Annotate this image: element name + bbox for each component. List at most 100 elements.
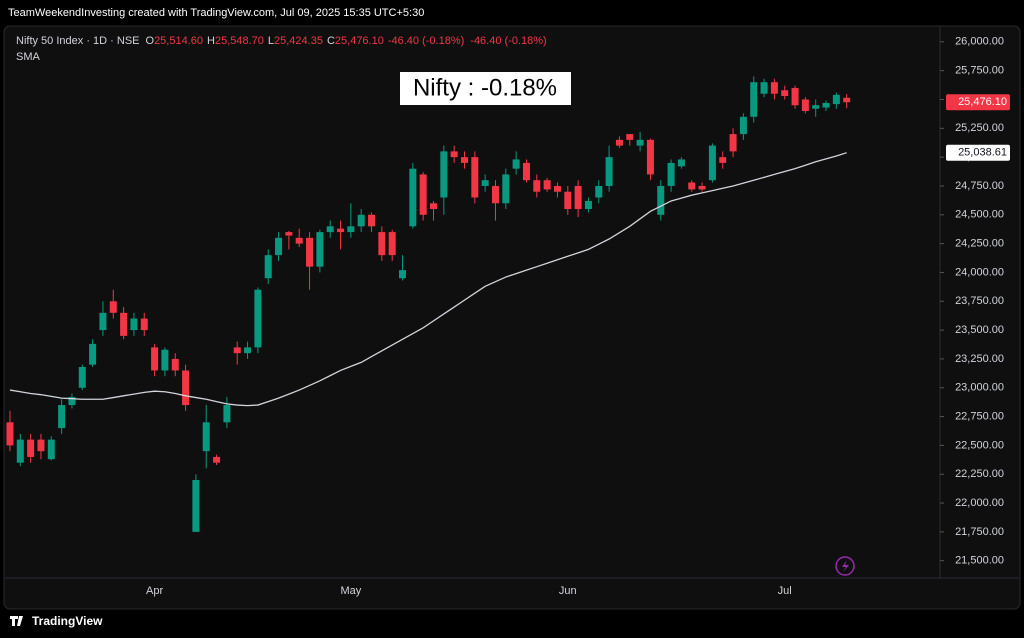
candle-body bbox=[326, 226, 334, 233]
candle-body bbox=[626, 134, 634, 140]
x-tick-label: Apr bbox=[146, 585, 163, 597]
symbol: Nifty 50 Index · 1D · NSE bbox=[16, 35, 140, 47]
y-tick-label: 24,500.00 bbox=[955, 209, 1004, 221]
annotation: Nifty : -0.18% bbox=[413, 74, 557, 101]
candle-body bbox=[120, 312, 128, 336]
candle-body bbox=[440, 151, 448, 198]
legend-change: -46.40 (-0.18%) bbox=[470, 35, 546, 47]
candle-body bbox=[574, 185, 582, 210]
candle-body bbox=[584, 200, 592, 210]
candle-body bbox=[316, 232, 324, 267]
candle-body bbox=[688, 182, 696, 190]
candle-body bbox=[450, 151, 458, 158]
y-tick-label: 22,000.00 bbox=[955, 497, 1004, 509]
x-tick-label: Jun bbox=[559, 585, 577, 597]
candle-body bbox=[202, 422, 210, 452]
y-tick-label: 23,500.00 bbox=[955, 324, 1004, 336]
candle-body bbox=[244, 347, 252, 354]
candle-body bbox=[760, 82, 768, 94]
candle-body bbox=[553, 185, 561, 192]
candle-body bbox=[47, 439, 55, 460]
candle-body bbox=[130, 318, 138, 331]
sma-line bbox=[9, 152, 847, 407]
y-tick-label: 26,000.00 bbox=[955, 36, 1004, 48]
y-tick-label: 21,500.00 bbox=[955, 555, 1004, 567]
y-tick-label: 22,750.00 bbox=[955, 410, 1004, 422]
candle-body bbox=[419, 174, 427, 215]
candle-body bbox=[37, 439, 45, 452]
candle-body bbox=[378, 232, 386, 256]
y-tick-label: 22,250.00 bbox=[955, 468, 1004, 480]
y-tick-label: 22,500.00 bbox=[955, 439, 1004, 451]
candle-body bbox=[295, 237, 303, 244]
candle-body bbox=[502, 174, 510, 204]
y-tick-label: 21,750.00 bbox=[955, 526, 1004, 538]
footer: TradingView bbox=[32, 614, 103, 628]
candle-body bbox=[140, 318, 148, 331]
candle-body bbox=[264, 255, 272, 279]
price-tag-label: 25,038.61 bbox=[958, 147, 1007, 159]
candle-body bbox=[708, 145, 716, 181]
candle-body bbox=[347, 226, 355, 233]
candle-body bbox=[223, 405, 231, 423]
candle-body bbox=[605, 157, 613, 186]
y-tick-label: 23,250.00 bbox=[955, 353, 1004, 365]
candle-body bbox=[285, 232, 293, 236]
candle-body bbox=[460, 157, 468, 163]
header: TeamWeekendInvesting created with Tradin… bbox=[8, 7, 424, 19]
candle-body bbox=[58, 405, 66, 429]
candle-body bbox=[192, 479, 200, 532]
candle-body bbox=[306, 237, 314, 267]
candle-body bbox=[471, 157, 479, 198]
candle-body bbox=[491, 185, 499, 204]
legend-value: 25,514.60 bbox=[154, 35, 203, 47]
tv-logo bbox=[10, 616, 23, 626]
candle-body bbox=[667, 162, 675, 186]
candle-body bbox=[522, 162, 530, 181]
candle-body bbox=[533, 180, 541, 192]
candle-body bbox=[151, 347, 159, 371]
x-tick-label: May bbox=[340, 585, 361, 597]
alert-icon[interactable] bbox=[835, 556, 855, 576]
legend-value: 25,424.35 bbox=[274, 35, 323, 47]
candle-body bbox=[213, 456, 221, 463]
legend-change: -46.40 (-0.18%) bbox=[388, 35, 464, 47]
candle-body bbox=[729, 134, 737, 152]
candle-body bbox=[481, 180, 489, 186]
candle-body bbox=[636, 139, 644, 146]
candle-body bbox=[801, 99, 809, 112]
candle-body bbox=[27, 439, 35, 457]
candle-body bbox=[78, 366, 86, 388]
candle-body bbox=[182, 370, 190, 406]
candle-body bbox=[399, 270, 407, 279]
price-tag-label: 25,476.10 bbox=[958, 96, 1007, 108]
candle-body bbox=[791, 87, 799, 106]
y-tick-label: 25,250.00 bbox=[955, 122, 1004, 134]
alert-bolt bbox=[842, 560, 849, 572]
legend-key: C bbox=[327, 35, 335, 47]
candle-body bbox=[832, 94, 840, 105]
sma-legend: SMA bbox=[16, 51, 41, 63]
candle-body bbox=[512, 159, 520, 169]
candle-body bbox=[595, 185, 603, 198]
candle-body bbox=[161, 349, 169, 371]
candle-body bbox=[337, 228, 345, 233]
candle-body bbox=[16, 439, 24, 463]
candle-body bbox=[646, 139, 654, 175]
legend-key: H bbox=[207, 35, 215, 47]
legend-key: L bbox=[268, 35, 274, 47]
candle-body bbox=[822, 102, 830, 108]
legend-value: 25,476.10 bbox=[335, 35, 384, 47]
annotation-box bbox=[400, 72, 571, 105]
x-tick-label: Jul bbox=[778, 585, 792, 597]
candle-body bbox=[368, 214, 376, 227]
candle-body bbox=[254, 289, 262, 348]
candle-body bbox=[68, 396, 76, 406]
candle-body bbox=[770, 82, 778, 94]
candle-body bbox=[429, 203, 437, 210]
candle-body bbox=[109, 301, 117, 313]
y-tick-label: 23,750.00 bbox=[955, 295, 1004, 307]
panel bbox=[3, 25, 1021, 610]
legend-key: O bbox=[146, 35, 155, 47]
